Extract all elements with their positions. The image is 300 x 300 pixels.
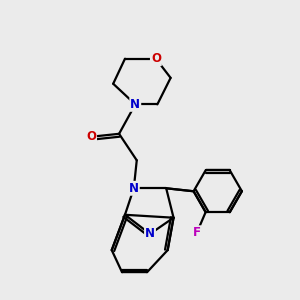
Text: N: N [129, 182, 139, 195]
Text: N: N [130, 98, 140, 111]
Text: O: O [86, 130, 96, 143]
Text: F: F [193, 226, 201, 239]
Text: N: N [145, 227, 155, 240]
Text: O: O [151, 52, 161, 65]
